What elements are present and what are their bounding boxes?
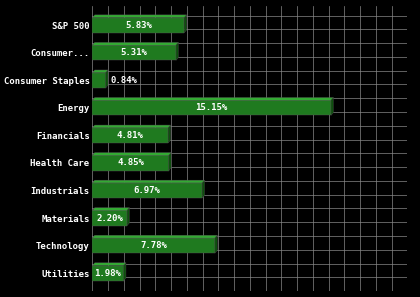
Polygon shape [92,128,168,143]
Text: 5.31%: 5.31% [121,48,148,57]
Polygon shape [92,70,108,73]
Polygon shape [92,180,205,183]
Polygon shape [92,238,215,253]
Text: 5.83%: 5.83% [125,21,152,30]
Polygon shape [123,263,126,281]
Polygon shape [92,155,169,170]
Text: 4.85%: 4.85% [117,159,144,168]
Polygon shape [215,235,217,253]
Polygon shape [331,97,333,116]
Polygon shape [92,183,202,198]
Polygon shape [92,125,171,128]
Polygon shape [106,70,108,88]
Polygon shape [92,45,176,60]
Polygon shape [92,235,217,238]
Polygon shape [92,15,186,18]
Polygon shape [92,266,123,281]
Polygon shape [92,18,184,33]
Polygon shape [168,125,171,143]
Polygon shape [92,42,178,45]
Text: 2.20%: 2.20% [96,214,123,222]
Polygon shape [92,73,106,88]
Text: 0.84%: 0.84% [110,76,137,85]
Polygon shape [184,15,186,33]
Text: 15.15%: 15.15% [196,103,228,112]
Polygon shape [92,263,126,266]
Polygon shape [92,100,331,116]
Text: 7.78%: 7.78% [140,241,167,250]
Text: 6.97%: 6.97% [134,186,161,195]
Polygon shape [92,208,129,211]
Text: 4.81%: 4.81% [117,131,144,140]
Polygon shape [127,208,129,226]
Text: 1.98%: 1.98% [94,269,121,278]
Polygon shape [92,97,333,100]
Polygon shape [92,153,171,155]
Polygon shape [202,180,205,198]
Polygon shape [92,211,127,226]
Polygon shape [169,153,171,170]
Polygon shape [176,42,178,60]
